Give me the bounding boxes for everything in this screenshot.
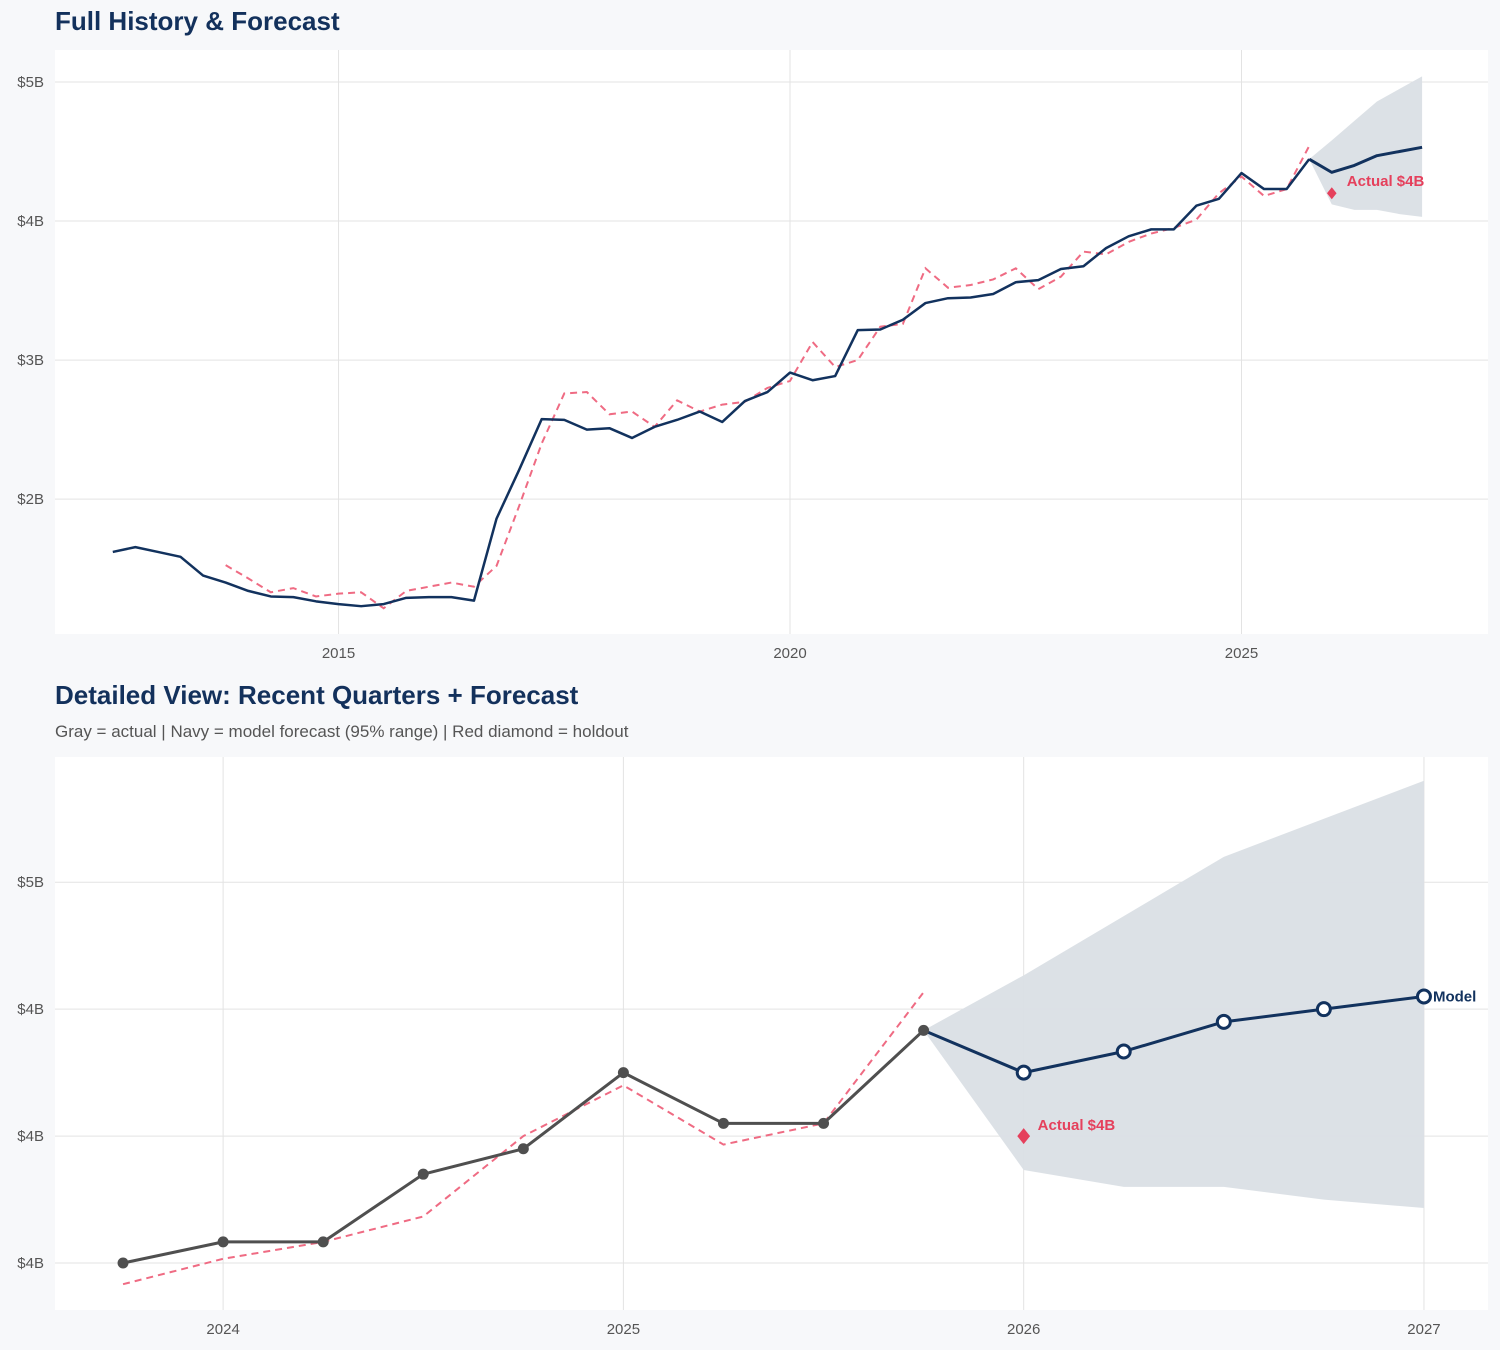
actual-point <box>717 1117 729 1129</box>
forecast-label: Model <box>1433 988 1476 1005</box>
bottom-y-tick-label: $5B <box>17 874 44 891</box>
forecast-point <box>1415 988 1432 1005</box>
actual-point <box>417 1168 429 1180</box>
bottom-holdout-label: Actual $4B <box>1038 1117 1116 1134</box>
top-y-tick-label: $4B <box>17 213 44 230</box>
actual-point <box>617 1067 629 1079</box>
top-fitted-line <box>225 145 1311 610</box>
bottom-x-tick-label: 2025 <box>607 1321 640 1338</box>
top-forecast-band <box>1309 76 1423 217</box>
top-chart-title: Full History & Forecast <box>55 6 340 36</box>
bottom-forecast-line <box>923 994 1425 1075</box>
top-actual-line <box>112 158 1311 608</box>
forecast-point <box>1015 1064 1032 1081</box>
bottom-y-tick-label: $4B <box>17 1001 44 1018</box>
bottom-x-tick-label: 2024 <box>206 1321 239 1338</box>
top-x-tick-label: 2025 <box>1225 645 1258 662</box>
bottom-chart-title: Detailed View: Recent Quarters + Forecas… <box>55 680 579 710</box>
top-holdout-diamond <box>1326 187 1337 200</box>
bottom-y-tick-label: $4B <box>17 1128 44 1145</box>
bottom-x-tick-label: 2026 <box>1007 1321 1040 1338</box>
top-y-tick-label: $5B <box>17 74 44 91</box>
top-x-tick-label: 2015 <box>322 645 355 662</box>
actual-point <box>217 1236 229 1248</box>
top-y-tick-label: $2B <box>17 491 44 508</box>
bottom-x-tick-label: 2027 <box>1407 1321 1440 1338</box>
bottom-holdout-diamond <box>1017 1128 1031 1145</box>
bottom-fitted-line <box>122 991 925 1286</box>
forecast-point <box>1215 1013 1232 1030</box>
top-forecast-line <box>1308 145 1423 174</box>
actual-point <box>117 1257 129 1269</box>
top-y-tick-label: $3B <box>17 352 44 369</box>
bottom-y-tick-label: $4B <box>17 1255 44 1272</box>
actual-point <box>918 1024 930 1036</box>
actual-point <box>517 1143 529 1155</box>
bottom-chart: $4B $4B $4B $5B 2024 2025 2026 2027 Model Actual … <box>17 757 1488 1338</box>
top-holdout-label: Actual $4B <box>1347 173 1425 190</box>
top-chart: $2B $3B $4B $5B 2015 2020 2025 Actual $4B <box>17 50 1488 662</box>
top-plot-area <box>55 50 1488 634</box>
forecast-point <box>1315 1001 1332 1018</box>
top-x-tick-label: 2020 <box>773 645 806 662</box>
actual-point <box>818 1117 830 1129</box>
bottom-chart-subtitle: Gray = actual | Navy = model forecast (9… <box>55 722 629 741</box>
actual-point <box>317 1236 329 1248</box>
forecast-point <box>1115 1043 1132 1060</box>
bottom-forecast-band <box>923 780 1424 1209</box>
